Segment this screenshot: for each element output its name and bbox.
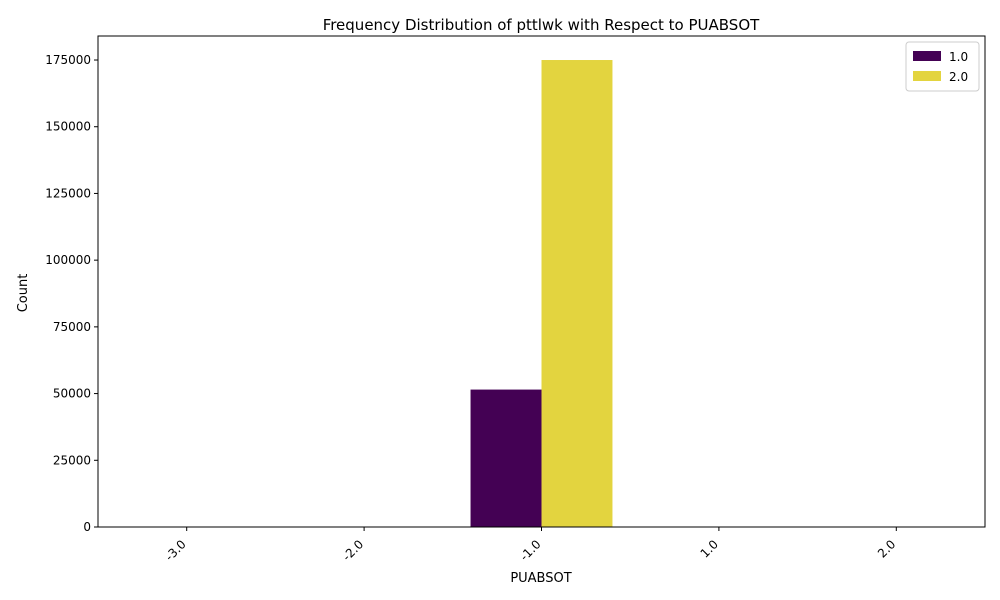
y-tick-label: 150000 <box>45 120 91 134</box>
y-tick-label: 75000 <box>53 320 91 334</box>
x-axis-label: PUABSOT <box>510 571 571 586</box>
legend-swatch-1.0 <box>913 51 941 61</box>
bars-group <box>470 60 613 528</box>
legend-swatch-2.0 <box>913 71 941 81</box>
chart-title: Frequency Distribution of pttlwk with Re… <box>323 16 760 34</box>
plot-area-frame <box>97 35 986 528</box>
y-axis-ticks: 0 25000 50000 75000 100000 125000 150000 175000 <box>45 53 98 534</box>
y-tick-label: 25000 <box>53 453 91 467</box>
y-tick-label: 125000 <box>45 186 91 200</box>
y-tick-label: 0 <box>83 520 91 534</box>
y-tick-label: 100000 <box>45 253 91 267</box>
bar--1.0-series-2.0 <box>541 60 613 528</box>
y-tick-label: 50000 <box>53 387 91 401</box>
legend-label-1.0: 1.0 <box>949 50 968 64</box>
legend-label-2.0: 2.0 <box>949 70 968 84</box>
y-axis-label: Count <box>16 274 31 313</box>
bar--1.0-series-1.0 <box>470 389 542 527</box>
legend: 1.02.0 <box>905 41 980 92</box>
y-tick-label: 175000 <box>45 53 91 67</box>
